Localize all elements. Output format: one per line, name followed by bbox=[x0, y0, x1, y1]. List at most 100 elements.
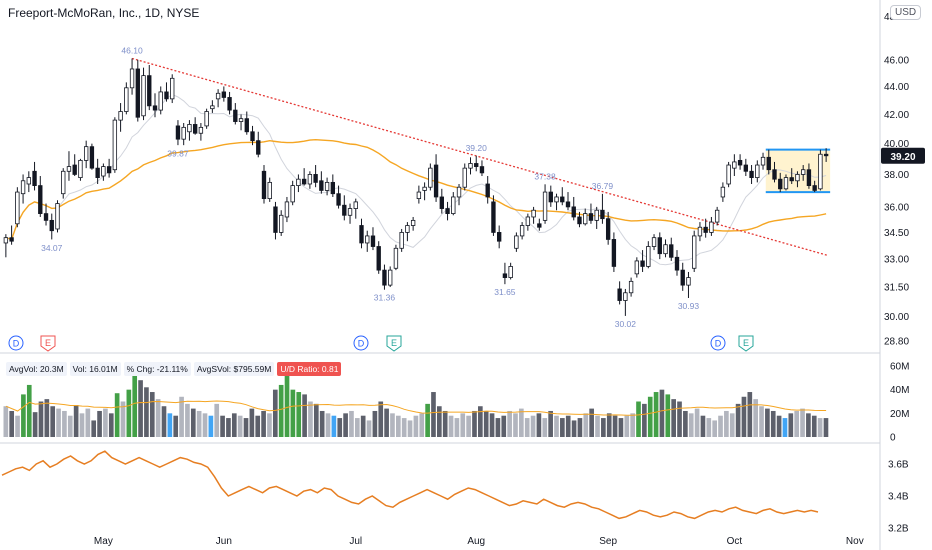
candle-body bbox=[198, 126, 204, 134]
volume-bar bbox=[437, 406, 442, 437]
volume-bar bbox=[442, 410, 448, 437]
candle-body bbox=[818, 153, 823, 190]
price-annotation: 37.38 bbox=[534, 171, 556, 181]
candle-body bbox=[428, 167, 433, 188]
candle-body bbox=[83, 146, 89, 161]
volume-bar bbox=[161, 406, 167, 437]
price-annotation: 34.07 bbox=[41, 243, 63, 253]
candle-body bbox=[686, 277, 691, 286]
volume-bar bbox=[565, 415, 571, 437]
volume-bar bbox=[179, 396, 184, 437]
candle-body bbox=[3, 237, 9, 244]
volume-bar bbox=[319, 410, 325, 437]
candle-body bbox=[812, 185, 817, 191]
volume-bar bbox=[290, 389, 296, 437]
candle-body bbox=[61, 170, 66, 195]
volume-bar bbox=[560, 418, 565, 437]
volume-bar bbox=[349, 410, 354, 437]
volume-bar bbox=[378, 401, 384, 437]
dividend-marker-label: D bbox=[715, 339, 722, 349]
earnings-marker-label: E bbox=[45, 338, 51, 348]
candle-body bbox=[502, 273, 508, 278]
volume-bar bbox=[554, 415, 559, 437]
candle-body bbox=[451, 196, 456, 214]
volume-bar bbox=[683, 410, 688, 437]
chart-title: Freeport-McMoRan, Inc., 1D, NYSE bbox=[8, 6, 200, 20]
volume-bar bbox=[401, 418, 407, 437]
volume-bar bbox=[536, 413, 542, 437]
candle-body bbox=[376, 246, 381, 271]
volume-bar bbox=[513, 413, 518, 437]
price-annotation: 36.79 bbox=[592, 181, 614, 191]
candle-body bbox=[720, 186, 726, 198]
earnings-marker bbox=[738, 335, 754, 352]
candle-body bbox=[611, 239, 617, 267]
volume-bar bbox=[724, 410, 729, 437]
volume-bar bbox=[624, 415, 630, 437]
volume-bar bbox=[267, 413, 272, 437]
volume-bar bbox=[466, 415, 471, 437]
candle-body bbox=[221, 91, 227, 98]
candle-body bbox=[766, 156, 771, 171]
x-axis-tick-label: Sep bbox=[599, 536, 617, 547]
volume-bar bbox=[56, 408, 61, 437]
dividend-marker bbox=[8, 335, 24, 351]
price-axis-tick-label: 31.50 bbox=[884, 283, 909, 294]
candle-body bbox=[508, 266, 513, 278]
volume-bar bbox=[343, 413, 348, 437]
candle-body bbox=[445, 208, 450, 214]
volume-bar bbox=[642, 403, 647, 437]
candle-body bbox=[118, 111, 123, 121]
candle-body bbox=[496, 232, 502, 242]
volume-bar bbox=[595, 415, 600, 437]
candle-body bbox=[583, 213, 588, 225]
candle-body bbox=[548, 191, 553, 203]
x-axis-tick-label: Aug bbox=[467, 536, 485, 547]
currency-button[interactable]: USD bbox=[890, 5, 922, 20]
earnings-marker bbox=[386, 335, 402, 352]
candle-body bbox=[537, 223, 542, 228]
candle-body bbox=[359, 225, 364, 244]
x-axis-tick-label: Jul bbox=[349, 536, 362, 547]
candle-body bbox=[336, 193, 341, 206]
candle-body bbox=[623, 292, 628, 301]
volume-bar bbox=[577, 418, 583, 437]
volume-bar bbox=[460, 413, 466, 437]
candle-body bbox=[273, 206, 278, 233]
candle-body bbox=[514, 235, 519, 249]
candle-body bbox=[531, 209, 536, 218]
volume-average-line bbox=[5, 400, 827, 416]
price-axis-tick-label: 30.00 bbox=[884, 312, 909, 323]
earnings-marker bbox=[40, 335, 56, 352]
volume-bar bbox=[138, 380, 143, 437]
price-axis-tick-label: 44.00 bbox=[884, 82, 909, 93]
candle-body bbox=[479, 166, 485, 174]
volume-bar bbox=[688, 413, 694, 437]
x-axis-tick-label: Oct bbox=[727, 536, 743, 547]
volume-bar bbox=[67, 415, 73, 437]
volume-bar bbox=[126, 389, 132, 437]
price-axis-tick-label: 40.00 bbox=[884, 139, 909, 150]
candle-body bbox=[227, 97, 232, 111]
volume-bar bbox=[770, 410, 776, 437]
volume-bar bbox=[712, 420, 717, 437]
candle-body bbox=[256, 140, 261, 155]
volume-bar bbox=[548, 410, 553, 437]
candle-body bbox=[657, 237, 662, 255]
volume-bar bbox=[647, 396, 653, 437]
volume-bar bbox=[97, 410, 102, 437]
volume-bar bbox=[495, 418, 501, 437]
volume-bar bbox=[79, 413, 85, 437]
volume-stats-bar: AvgVol: 20.3M Vol: 16.01M % Chg: -21.11%… bbox=[6, 362, 342, 376]
price-axis-tick-label: 33.00 bbox=[884, 255, 909, 266]
price-axis-tick-label: 36.00 bbox=[884, 202, 909, 213]
volume-bar bbox=[38, 401, 44, 437]
volume-bar bbox=[91, 420, 97, 437]
candle-body bbox=[233, 109, 238, 122]
volume-bar bbox=[220, 415, 225, 437]
price-annotation: 46.10 bbox=[121, 45, 143, 55]
candle-body bbox=[353, 201, 358, 209]
candle-body bbox=[170, 77, 175, 100]
candle-body bbox=[141, 75, 146, 117]
